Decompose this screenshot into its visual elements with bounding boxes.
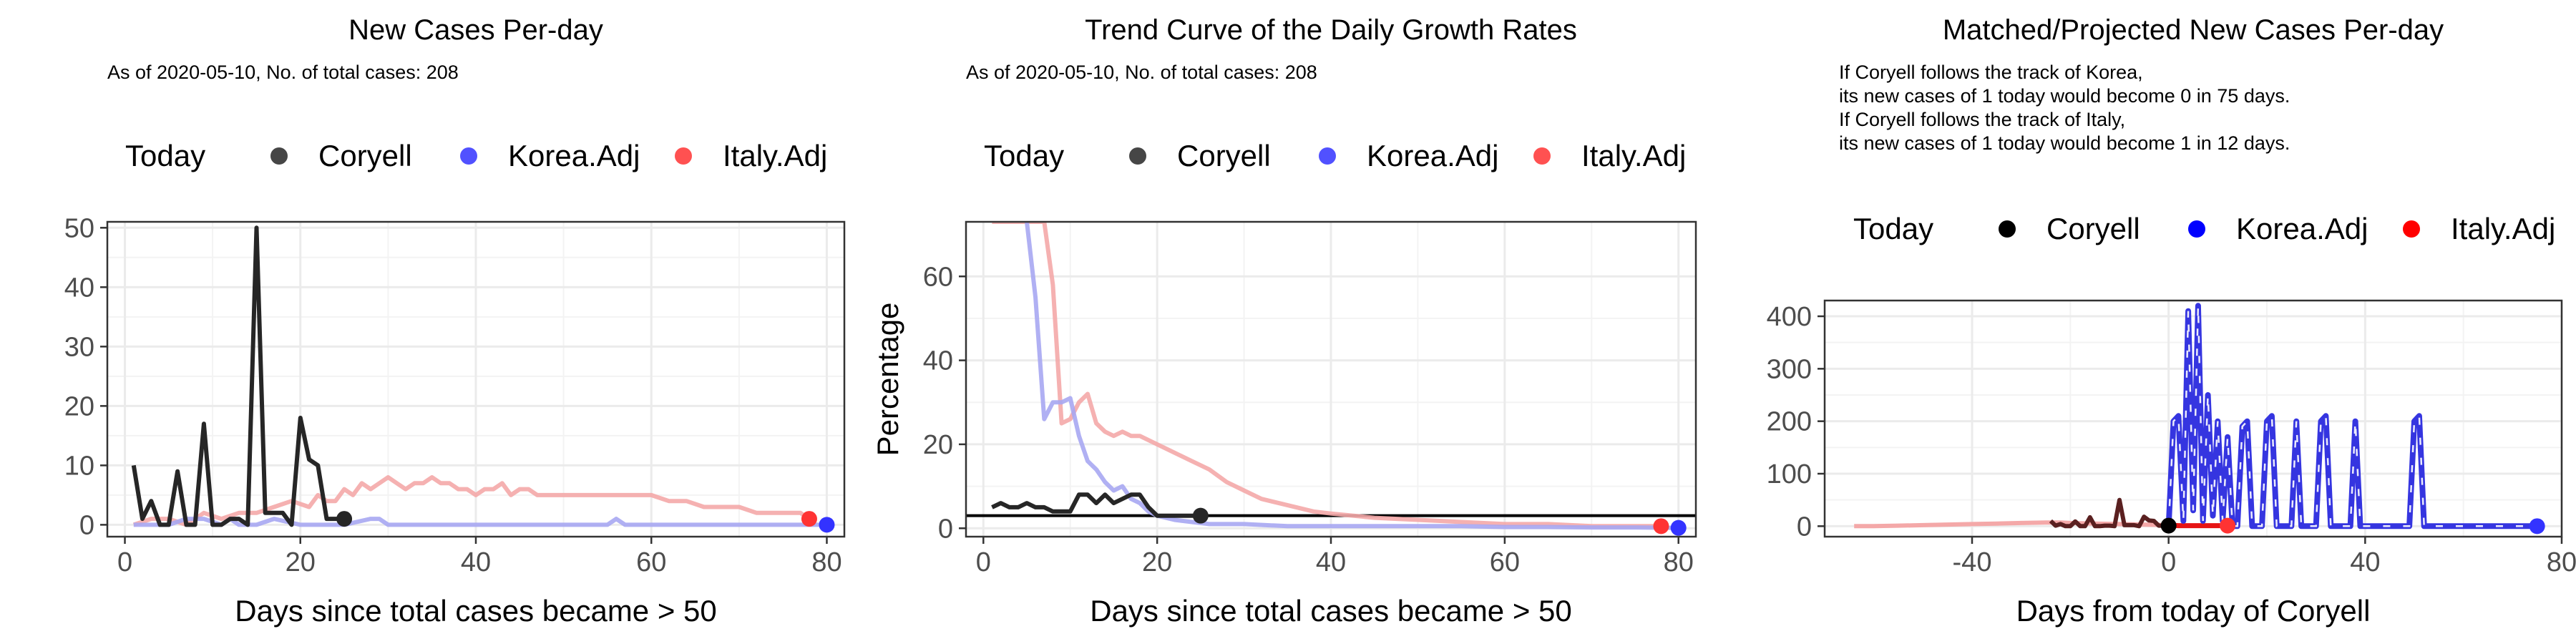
chart-panel-1: New Cases Per-day As of 2020-05-10, No. o… — [64, 14, 846, 628]
legend-label-coryell: Coryell — [2046, 212, 2140, 245]
y-tick-label: 20 — [923, 430, 953, 460]
series-line-italy-projected — [2168, 522, 2228, 529]
x-tick-label: 60 — [1490, 547, 1520, 577]
y-tick-label: 10 — [64, 451, 94, 481]
x-tick-label: 80 — [811, 547, 841, 577]
today-point-korea — [1670, 519, 1687, 536]
chart-title: New Cases Per-day — [348, 14, 603, 46]
legend: Today Coryell Korea.Adj Italy.Adj — [984, 139, 1686, 172]
chart-annotation: its new cases of 1 today would become 0 … — [1839, 85, 2290, 107]
x-tick-label: 20 — [1142, 547, 1172, 577]
legend-label-italy: Italy.Adj — [2451, 212, 2555, 245]
legend-marker-coryell — [1999, 220, 2016, 238]
legend-label-italy: Italy.Adj — [1581, 139, 1686, 172]
today-point-italy — [1653, 518, 1669, 535]
y-tick-label: 20 — [64, 391, 94, 421]
x-tick-label: 0 — [117, 547, 132, 577]
legend-marker-coryell — [270, 147, 288, 165]
series-line-italy — [132, 475, 811, 527]
y-axis-title: Percentage — [871, 303, 904, 457]
x-tick-label: 40 — [461, 547, 491, 577]
legend: Today Coryell Korea.Adj Italy.Adj — [1853, 212, 2555, 245]
x-tick-label: 80 — [2547, 547, 2576, 577]
y-tick-label: 0 — [938, 514, 953, 544]
chart-title: Matched/Projected New Cases Per-day — [1943, 14, 2444, 46]
series-group — [131, 225, 827, 527]
x-tick-label: 20 — [286, 547, 316, 577]
y-tick-label: 0 — [79, 510, 94, 540]
legend-title: Today — [984, 139, 1064, 172]
legend-label-korea: Korea.Adj — [508, 139, 640, 172]
legend-title: Today — [1853, 212, 1933, 245]
x-tick-label: 60 — [636, 547, 666, 577]
y-tick-label: 200 — [1767, 407, 1812, 437]
today-point-korea — [2529, 518, 2545, 535]
chart-annotation: If Coryell follows the track of Korea, — [1839, 62, 2143, 83]
x-tick-label: 0 — [2161, 547, 2176, 577]
chart-panel-2: Trend Curve of the Daily Growth Rates As … — [871, 14, 1697, 628]
legend-label-korea: Korea.Adj — [2236, 212, 2368, 245]
legend: Today Coryell Korea.Adj Italy.Adj — [125, 139, 827, 172]
today-point-coryell — [1192, 507, 1209, 524]
y-tick-label: 100 — [1767, 459, 1812, 489]
axes: -40 0 40 80 0 100 200 300 400 — [1767, 302, 2576, 577]
today-point-coryell — [336, 511, 353, 527]
axes: 0 20 40 60 80 0 10 20 30 40 50 — [64, 213, 842, 577]
legend-marker-italy — [2403, 220, 2420, 238]
y-tick-label: 400 — [1767, 302, 1812, 332]
series-group — [966, 222, 1696, 530]
y-tick-label: 0 — [1797, 512, 1812, 542]
y-tick-label: 50 — [64, 213, 94, 243]
chart-panel-3: Matched/Projected New Cases Per-day If Co… — [1767, 14, 2576, 628]
legend-label-coryell: Coryell — [318, 139, 412, 172]
today-point-coryell — [2160, 517, 2177, 534]
chart-annotation: its new cases of 1 today would become 1 … — [1839, 132, 2290, 154]
x-tick-label: 0 — [976, 547, 991, 577]
legend-title: Today — [125, 139, 205, 172]
x-tick-label: 80 — [1664, 547, 1694, 577]
chart-annotation: If Coryell follows the track of Italy, — [1839, 109, 2125, 130]
legend-marker-coryell — [1129, 147, 1146, 165]
x-tick-label: 40 — [1316, 547, 1346, 577]
x-axis-title: Days since total cases became > 50 — [235, 594, 717, 628]
x-tick-label: 40 — [2350, 547, 2380, 577]
chart-title: Trend Curve of the Daily Growth Rates — [1085, 14, 1577, 46]
plot-border — [1823, 299, 2563, 538]
legend-marker-korea — [1319, 147, 1336, 165]
series-group — [1854, 303, 2537, 530]
series-line-coryell — [991, 492, 1201, 518]
legend-marker-korea — [460, 147, 477, 165]
y-tick-label: 40 — [923, 346, 953, 376]
x-tick-label: -40 — [1953, 547, 1992, 577]
y-tick-label: 300 — [1767, 354, 1812, 384]
y-tick-label: 30 — [64, 332, 94, 362]
legend-label-coryell: Coryell — [1177, 139, 1271, 172]
chart-subtitle: As of 2020-05-10, No. of total cases: 20… — [107, 62, 459, 83]
legend-marker-italy — [1533, 147, 1551, 165]
legend-marker-italy — [675, 147, 692, 165]
series-line-coryell — [131, 225, 345, 527]
today-point-korea — [819, 517, 835, 533]
today-point-italy — [801, 511, 817, 527]
legend-label-italy: Italy.Adj — [723, 139, 827, 172]
y-tick-label: 60 — [923, 262, 953, 292]
x-axis-title: Days since total cases became > 50 — [1090, 594, 1572, 628]
axes: 0 20 40 60 80 0 20 40 60 — [923, 262, 1694, 577]
legend-label-korea: Korea.Adj — [1367, 139, 1498, 172]
legend-marker-korea — [2188, 220, 2205, 238]
today-point-italy — [2220, 517, 2236, 534]
chart-subtitle: As of 2020-05-10, No. of total cases: 20… — [966, 62, 1317, 83]
series-line-coryell — [2049, 497, 2169, 529]
series-line-korea-dash — [2167, 306, 2537, 527]
y-tick-label: 40 — [64, 273, 94, 303]
x-axis-title: Days from today of Coryell — [2016, 594, 2371, 628]
